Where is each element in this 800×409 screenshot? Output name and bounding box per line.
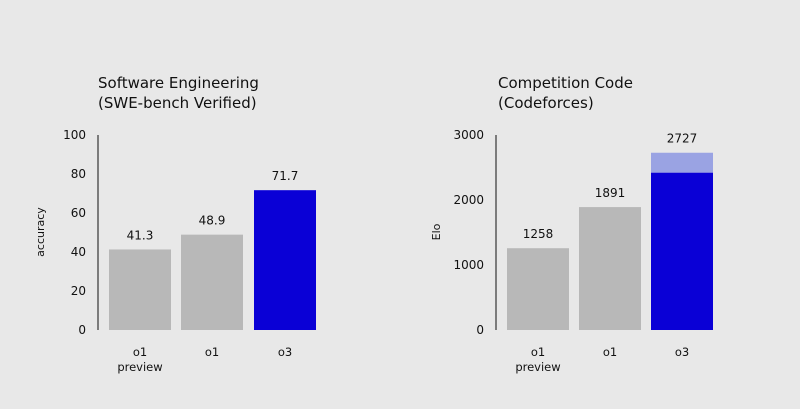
- chart-1-y-tick-label: 80: [71, 167, 86, 181]
- chart-2-bar: [579, 207, 641, 330]
- chart-1-y-axis-label: accuracy: [34, 207, 47, 257]
- chart-2-y-tick-label: 1000: [453, 258, 484, 272]
- chart-2-data-label: 1891: [595, 186, 626, 200]
- chart-2-data-label: 1258: [523, 227, 554, 241]
- chart-1-x-tick-label: o1: [133, 345, 147, 359]
- chart-1-y-tick-label: 100: [63, 128, 86, 142]
- chart-1-bar: [181, 234, 243, 330]
- chart-2-bar: [507, 248, 569, 330]
- chart-2-x-tick-label: o1: [531, 345, 545, 359]
- chart-1-x-tick-label: preview: [117, 360, 162, 374]
- chart-2-bar: [651, 172, 713, 330]
- chart-2-title: Competition Code: [498, 74, 633, 92]
- chart-1-y-tick-label: 20: [71, 284, 86, 298]
- chart-1-bar: [109, 249, 171, 330]
- chart-1-x-tick-label: o3: [278, 345, 292, 359]
- chart-1-bar: [254, 190, 316, 330]
- chart-2-data-label: 2727: [667, 132, 698, 146]
- chart-1-data-label: 41.3: [127, 228, 154, 242]
- chart-2-x-tick-label: preview: [515, 360, 560, 374]
- chart-2-bar-upper-segment: [651, 152, 713, 173]
- chart-1-title: Software Engineering: [98, 74, 259, 92]
- chart-1-subtitle: (SWE-bench Verified): [98, 94, 257, 112]
- chart-1-y-tick-label: 40: [71, 245, 86, 259]
- chart-2-y-tick-label: 2000: [453, 193, 484, 207]
- chart-1-x-tick-label: o1: [205, 345, 219, 359]
- chart-2-x-tick-label: o1: [603, 345, 617, 359]
- chart-1-data-label: 48.9: [199, 214, 226, 228]
- chart-1-y-tick-label: 60: [71, 206, 86, 220]
- chart-1-y-tick-label: 0: [78, 323, 86, 337]
- chart-marks: 02040608010041.3o1preview48.9o171.7o3010…: [63, 128, 713, 374]
- chart-2-y-tick-label: 3000: [453, 128, 484, 142]
- chart-2-x-tick-label: o3: [675, 345, 689, 359]
- chart-2-subtitle: (Codeforces): [498, 94, 594, 112]
- chart-1-data-label: 71.7: [272, 169, 299, 183]
- chart-2-y-tick-label: 0: [476, 323, 484, 337]
- chart-2-y-axis-label: Elo: [430, 223, 443, 240]
